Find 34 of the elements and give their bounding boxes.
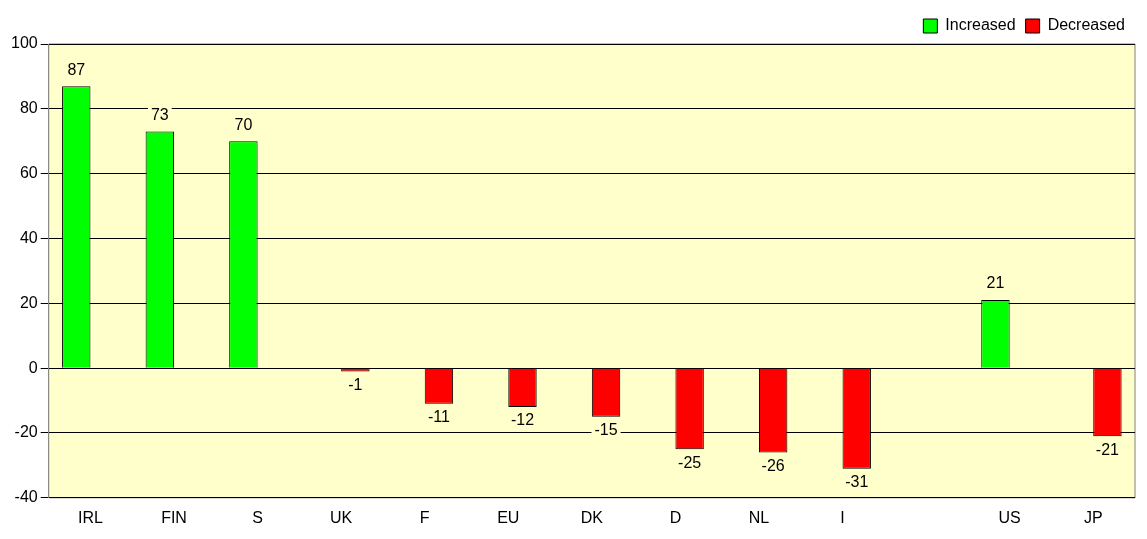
data-label: -21 xyxy=(1095,440,1120,458)
x-tick-label: S xyxy=(252,508,263,526)
x-tick-label: D xyxy=(669,508,682,526)
y-tick-label: 20 xyxy=(19,293,38,311)
x-tick-label: FIN xyxy=(161,508,187,526)
x-tick-label: EU xyxy=(497,508,520,526)
data-label: 73 xyxy=(150,105,169,123)
data-label: -11 xyxy=(427,408,450,426)
legend-label: Decreased xyxy=(1047,16,1125,34)
data-label: -31 xyxy=(845,473,869,491)
y-tick-label: 0 xyxy=(28,358,38,376)
data-label: -15 xyxy=(594,421,618,439)
x-tick-label: IRL xyxy=(78,508,104,526)
data-label: -26 xyxy=(761,456,785,474)
y-tick-label: -20 xyxy=(14,423,38,441)
data-label: -1 xyxy=(348,375,363,393)
x-tick-label: JP xyxy=(1083,508,1103,526)
x-tick-label: NL xyxy=(748,508,770,526)
y-tick-label: -40 xyxy=(14,488,38,506)
data-label: -25 xyxy=(678,453,702,471)
x-tick-label: US xyxy=(998,508,1021,526)
y-tick-label: 80 xyxy=(19,99,38,117)
x-tick-label: UK xyxy=(330,508,353,526)
data-label: 21 xyxy=(986,274,1005,292)
x-tick-label: I xyxy=(840,508,845,526)
data-label: 87 xyxy=(67,60,86,78)
y-tick-label: 60 xyxy=(19,164,38,182)
data-label: 70 xyxy=(234,115,253,133)
y-tick-label: 100 xyxy=(10,34,38,52)
x-tick-label: F xyxy=(419,508,430,526)
data-label: -12 xyxy=(510,411,535,429)
x-tick-label: DK xyxy=(580,508,604,526)
y-tick-label: 40 xyxy=(19,228,38,246)
legend-label: Increased xyxy=(945,16,1016,34)
